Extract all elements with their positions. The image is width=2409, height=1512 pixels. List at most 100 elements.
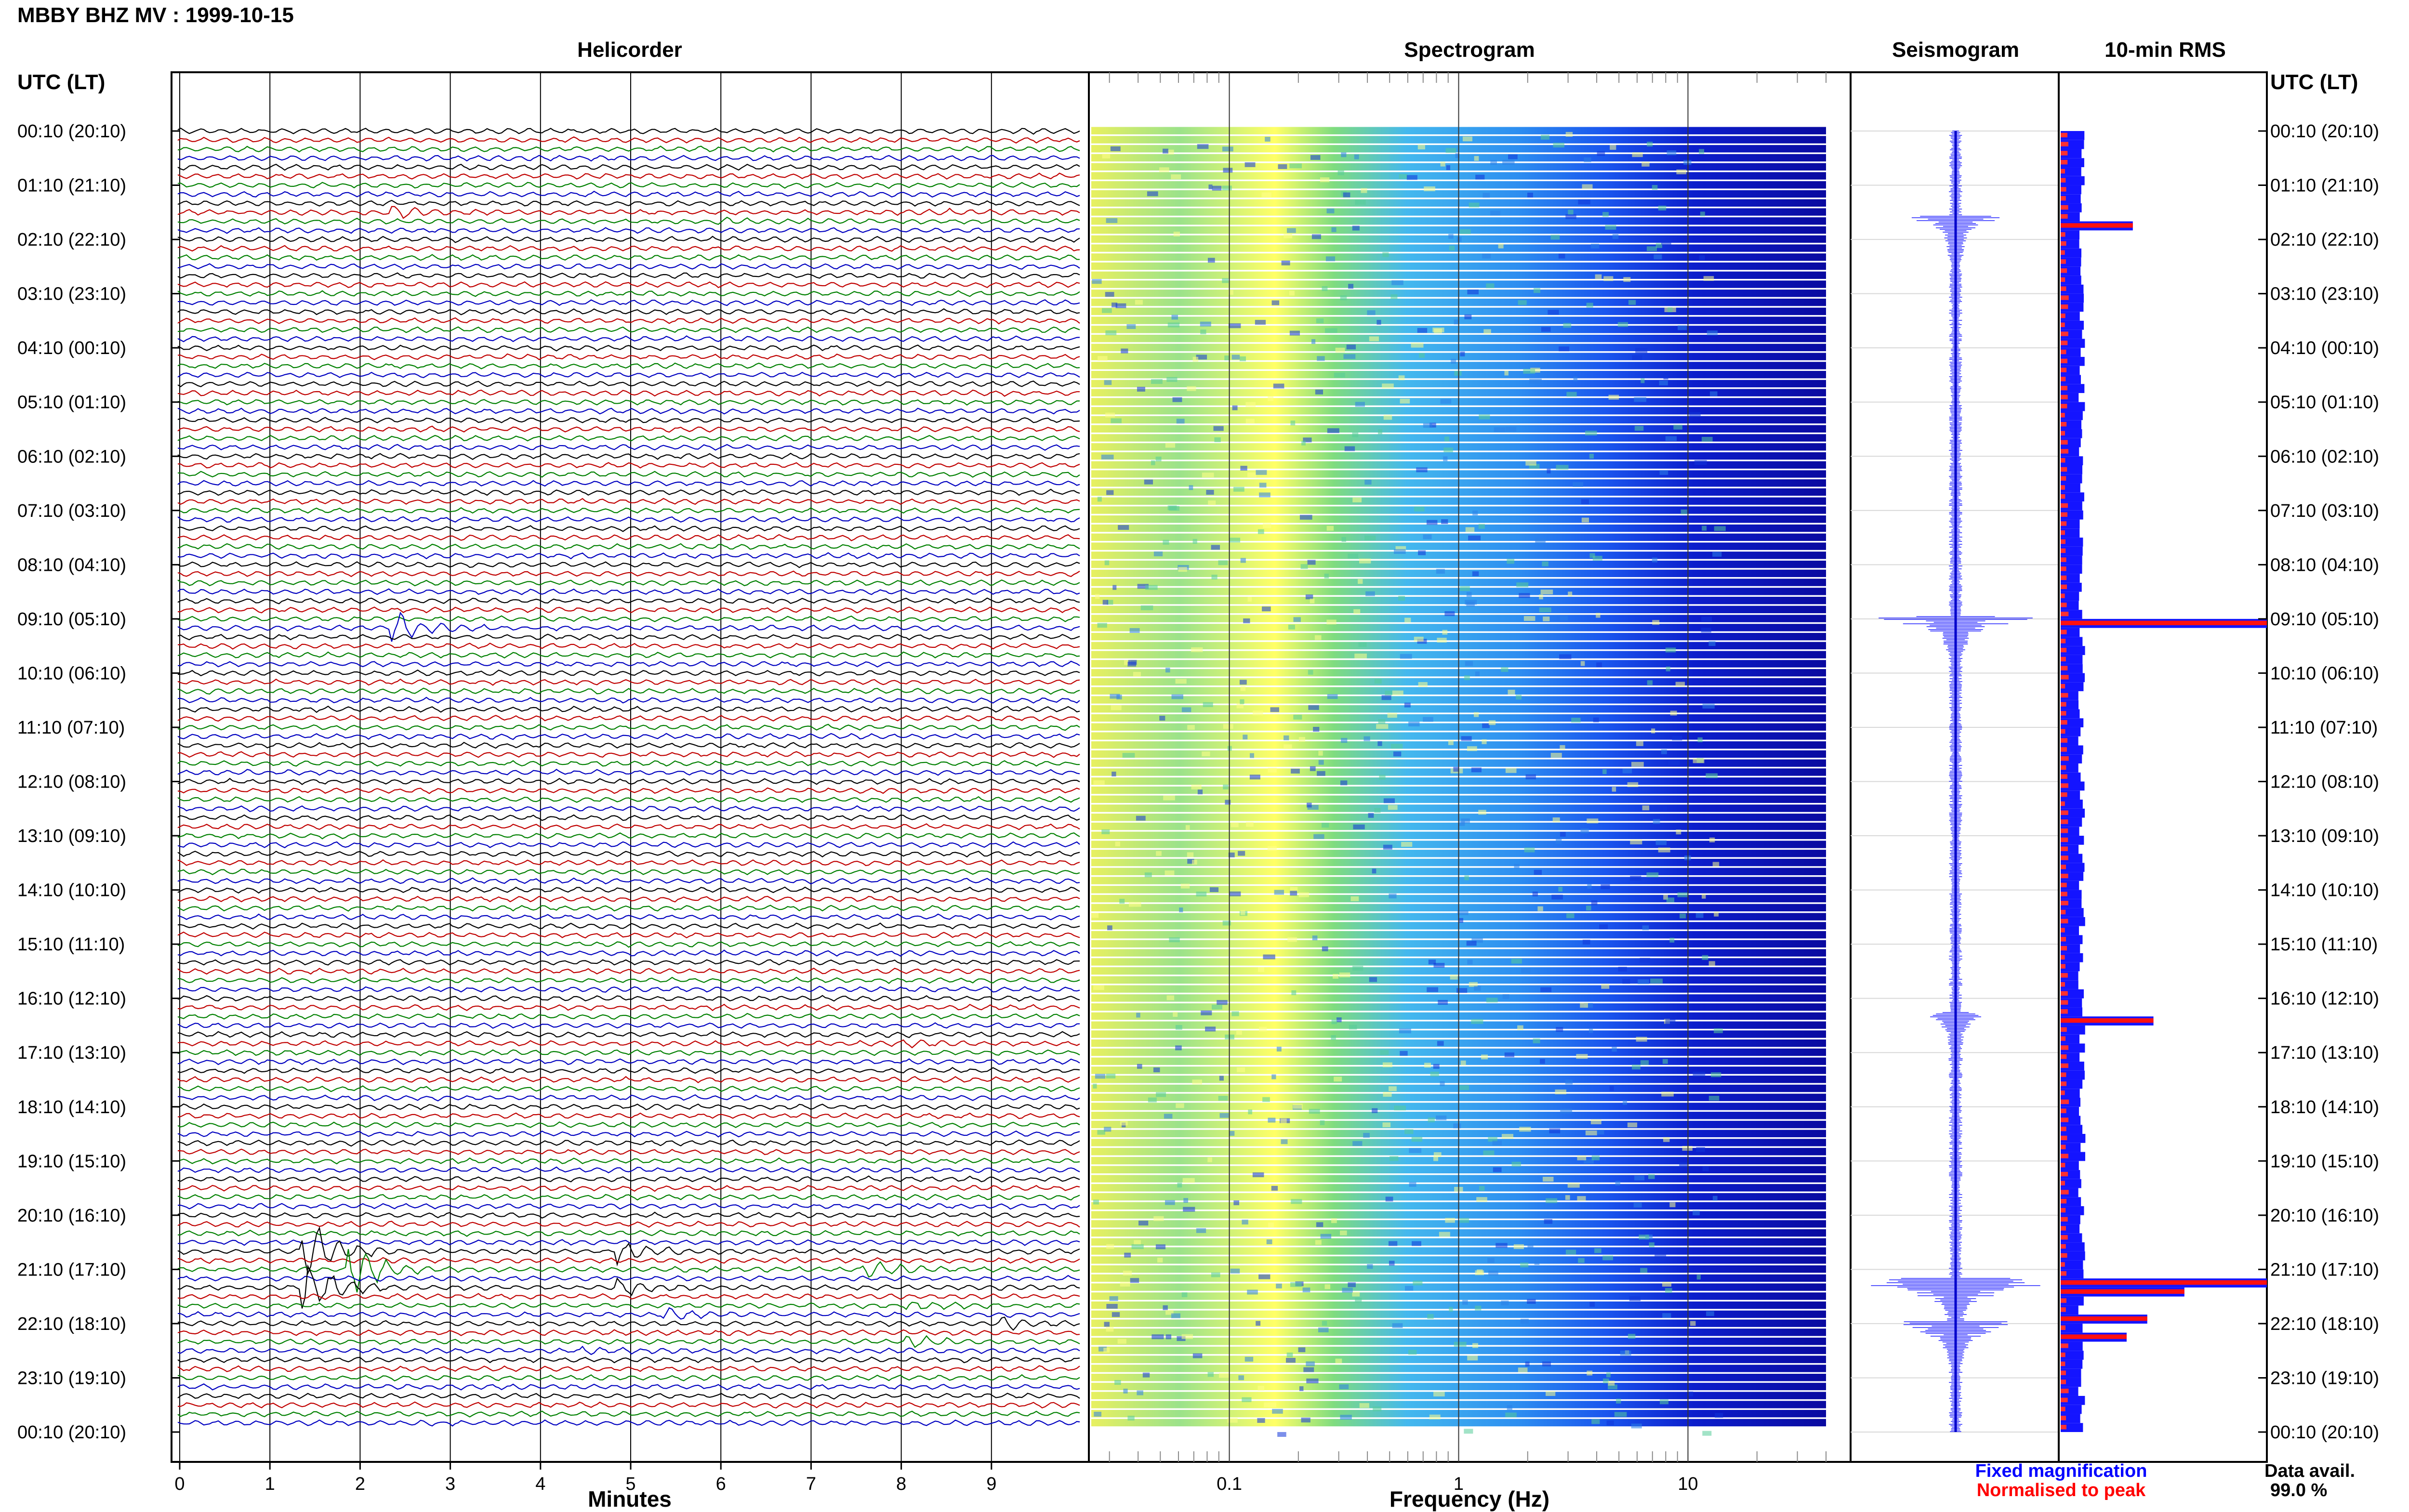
spectrogram-speckle	[1211, 545, 1220, 550]
spectrogram-speckle	[1709, 391, 1718, 396]
spectrogram-speckle	[1694, 460, 1707, 465]
spectrogram-speckle	[1558, 253, 1565, 259]
spectrogram-speckle	[1392, 690, 1403, 696]
rms-normalised-bar	[2061, 1316, 2147, 1321]
spectrogram-speckle	[1647, 680, 1653, 685]
spectrogram-speckle	[1596, 613, 1601, 618]
spectrogram-speckle	[1389, 894, 1397, 899]
rms-normalised-bar	[2061, 530, 2065, 535]
spectrogram-speckle	[1372, 868, 1377, 874]
spectrogram-speckle	[1523, 616, 1535, 621]
rms-normalised-bar	[2061, 286, 2066, 291]
time-label-right: 12:10 (08:10)	[2270, 772, 2379, 792]
spectrogram-speckle	[1352, 432, 1359, 437]
spectrogram-speckle	[1527, 192, 1533, 197]
spectrogram-speckle	[1320, 1234, 1332, 1239]
helicorder-trace	[177, 1356, 1080, 1364]
helicorder-xlabel: Minutes	[588, 1486, 672, 1512]
spectrogram-speckle	[1123, 1270, 1132, 1275]
rms-bar	[2061, 1089, 2080, 1098]
rms-normalised-bar	[2061, 1380, 2066, 1384]
spectrogram-speckle	[1675, 682, 1685, 687]
spectrogram-speckle	[1114, 1380, 1121, 1385]
helicorder-trace	[177, 597, 1080, 605]
helicorder-trace	[177, 543, 1080, 550]
time-label-left: 07:10 (03:10)	[17, 501, 126, 521]
rms-bar	[2061, 908, 2084, 917]
spectrogram-speckle	[1589, 553, 1595, 558]
time-label-right: 18:10 (14:10)	[2270, 1097, 2379, 1118]
spectrogram-speckle	[1374, 808, 1381, 813]
spectrogram-speckle	[1232, 405, 1238, 410]
spectrogram-speckle	[1276, 1046, 1282, 1052]
spectrogram-speckle	[1104, 1322, 1110, 1327]
spectrogram-speckle	[1551, 894, 1563, 900]
spectrogram-speckle	[1486, 283, 1495, 289]
spectrogram-speckle	[1628, 1334, 1636, 1339]
spectrogram-speckle	[1525, 460, 1536, 466]
helicorder-trace	[177, 353, 1080, 360]
time-label-right: 23:10 (19:10)	[2270, 1368, 2379, 1388]
spectrogram-speckle	[1165, 1310, 1174, 1315]
rms-normalised-bar	[2061, 187, 2066, 192]
spectrogram-speckle	[1257, 1386, 1264, 1391]
rms-normalised-bar	[2061, 476, 2066, 481]
helicorder-trace	[177, 940, 1080, 948]
spectrogram-speckle	[1581, 499, 1589, 504]
minute-tick-label: 6	[716, 1474, 726, 1494]
helicorder-trace	[177, 1067, 1080, 1074]
spectrogram-speckle	[1584, 1158, 1594, 1164]
rms-normalised-bar	[2061, 503, 2068, 508]
spectrogram-speckle	[1306, 1378, 1319, 1383]
spectrogram-speckle	[1219, 1113, 1229, 1118]
helicorder-trace	[177, 687, 1080, 695]
rms-normalised-bar	[2061, 729, 2065, 734]
rms-normalised-bar	[2061, 1018, 2154, 1023]
spectrogram-speckle	[1340, 295, 1347, 301]
rms-normalised-bar	[2061, 765, 2066, 770]
spectrogram-speckle	[1358, 579, 1363, 584]
spectrogram-speckle	[1662, 1282, 1672, 1287]
rms-normalised-bar	[2061, 1235, 2068, 1240]
spectrogram-speckle	[1209, 887, 1219, 893]
spectrogram-speckle	[1628, 300, 1636, 305]
helicorder-trace	[177, 669, 1080, 677]
spectrogram-speckle	[1710, 1072, 1721, 1078]
rms-normalised-bar	[2061, 1163, 2065, 1168]
spectrogram-speckle	[1383, 844, 1392, 850]
spectrogram-speckle	[1665, 1288, 1672, 1293]
spectrogram-speckle	[1631, 762, 1644, 767]
spectrogram-speckle	[1442, 630, 1448, 635]
rms-normalised-bar	[2061, 1135, 2067, 1141]
spectrogram-speckle	[1702, 1431, 1712, 1436]
spectrogram-speckle	[1173, 1012, 1178, 1017]
spectrogram-speckle	[1565, 1079, 1573, 1085]
spectrogram-speckle	[1256, 1321, 1261, 1326]
spectrogram-speckle	[1483, 329, 1491, 334]
spectrogram-speckle	[1409, 1148, 1422, 1153]
spectrogram-speckle	[1131, 1244, 1144, 1249]
spectrogram-speckle	[1104, 560, 1110, 565]
spectrogram-speckle	[1341, 152, 1347, 158]
spectrogram-speckle	[1681, 509, 1687, 514]
spectrogram-speckle	[1521, 968, 1531, 973]
spectrogram-speckle	[1669, 1202, 1676, 1208]
helicorder-trace	[177, 216, 1080, 225]
time-label-right: 05:10 (01:10)	[2270, 393, 2379, 413]
helicorder-trace	[177, 1275, 1080, 1282]
spectrogram-speckle	[1152, 1334, 1164, 1340]
spectrogram-speckle	[1601, 984, 1610, 989]
spectrogram-speckle	[1107, 600, 1113, 605]
rms-normalised-bar	[2061, 819, 2068, 824]
helicorder-trace	[177, 832, 1080, 840]
spectrogram-speckle	[1387, 713, 1397, 718]
spectrogram-speckle	[1634, 426, 1644, 431]
rms-normalised-bar	[2061, 1199, 2067, 1204]
spectrogram-speckle	[1227, 1418, 1238, 1423]
rms-normalised-bar	[2061, 304, 2068, 309]
helicorder-trace	[177, 859, 1080, 867]
spectrogram-speckle	[1662, 806, 1667, 812]
spectrogram-speckle	[1443, 456, 1448, 461]
rms-bar	[2061, 230, 2080, 240]
spectrogram-speckle	[1602, 769, 1607, 775]
